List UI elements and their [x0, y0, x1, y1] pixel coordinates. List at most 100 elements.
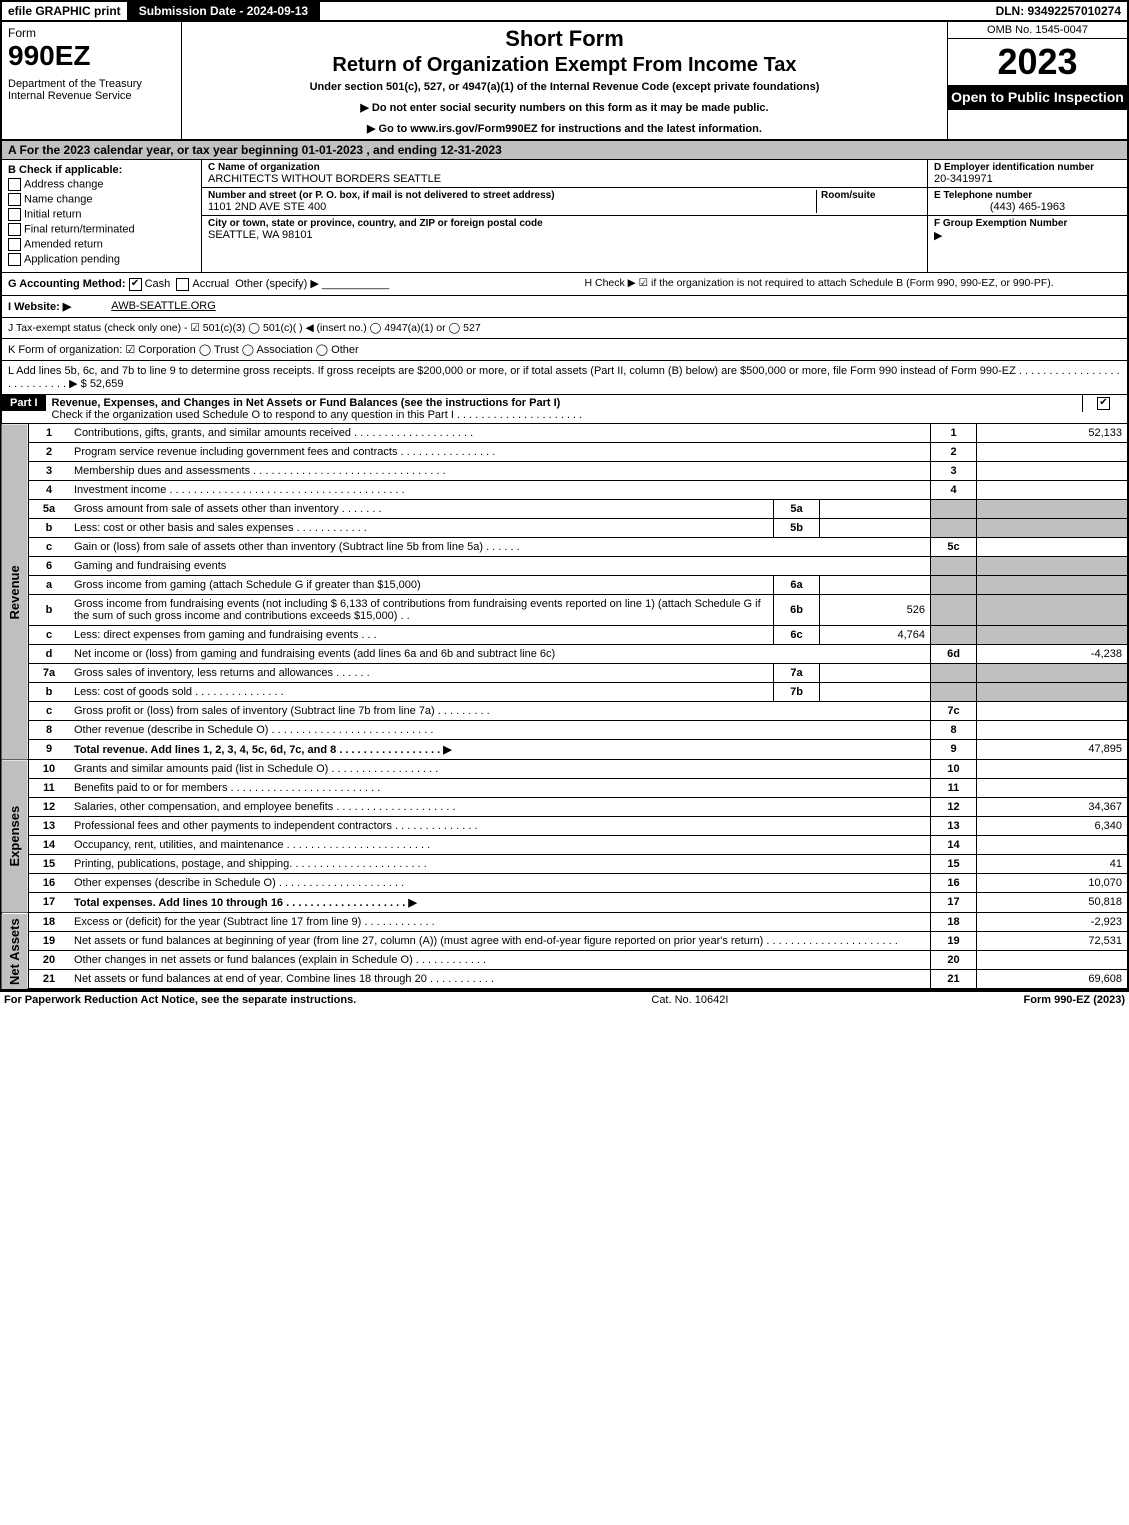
amount-shaded [977, 594, 1129, 625]
line-description: Gross profit or (loss) from sales of inv… [69, 701, 931, 720]
opt-cash: Cash [145, 278, 171, 290]
line-amount [977, 442, 1129, 461]
checkbox-name-change[interactable] [8, 193, 21, 206]
line-ref: 9 [931, 739, 977, 759]
part-i-sub: Check if the organization used Schedule … [52, 409, 583, 421]
footer-left: For Paperwork Reduction Act Notice, see … [4, 994, 356, 1006]
sub-line-value [820, 518, 931, 537]
website-label: I Website: ▶ [8, 300, 71, 313]
line-ref-shaded [931, 682, 977, 701]
footer-cat: Cat. No. 10642I [356, 994, 1023, 1006]
checkbox-schedule-o[interactable] [1097, 397, 1110, 410]
section-label: Expenses [1, 760, 29, 913]
line-description: Net assets or fund balances at beginning… [69, 931, 931, 950]
line-amount [977, 760, 1129, 779]
sub-line-value: 4,764 [820, 625, 931, 644]
section-label: Revenue [1, 424, 29, 760]
line-k: K Form of organization: ☑ Corporation ◯ … [0, 339, 1129, 361]
opt-accrual: Accrual [192, 278, 229, 290]
sub-line-number: 5a [774, 499, 820, 518]
line-ref: 2 [931, 442, 977, 461]
checkbox-accrual[interactable] [176, 278, 189, 291]
line-ref: 15 [931, 854, 977, 873]
sub-line-value [820, 663, 931, 682]
checkbox-address-change[interactable] [8, 178, 21, 191]
line-ref: 8 [931, 720, 977, 739]
line-ref-shaded [931, 594, 977, 625]
line-g-h: G Accounting Method: Cash Accrual Other … [0, 273, 1129, 296]
omb-number: OMB No. 1545-0047 [948, 22, 1127, 39]
org-city: SEATTLE, WA 98101 [208, 229, 921, 241]
efile-label[interactable]: efile GRAPHIC print [2, 2, 129, 20]
line-ref: 21 [931, 969, 977, 989]
line-ref: 4 [931, 480, 977, 499]
line-ref: 16 [931, 873, 977, 892]
line-ref-shaded [931, 499, 977, 518]
header-center: Short Form Return of Organization Exempt… [182, 22, 947, 139]
line-ref: 6d [931, 644, 977, 663]
part-i-title: Revenue, Expenses, and Changes in Net As… [52, 397, 561, 409]
line-description: Gaming and fundraising events [69, 556, 931, 575]
line-number: 14 [29, 835, 70, 854]
website-value[interactable]: AWB-SEATTLE.ORG [111, 300, 216, 313]
opt-name-change: Name change [24, 193, 93, 205]
amount-shaded [977, 499, 1129, 518]
line-number: 2 [29, 442, 70, 461]
checkbox-application-pending[interactable] [8, 253, 21, 266]
line-amount: 41 [977, 854, 1129, 873]
tax-year: 2023 [948, 39, 1127, 85]
checkbox-final-return[interactable] [8, 223, 21, 236]
line-number: 11 [29, 778, 70, 797]
line-amount [977, 835, 1129, 854]
checkbox-initial-return[interactable] [8, 208, 21, 221]
addr-label: Number and street (or P. O. box, if mail… [208, 190, 816, 201]
checkbox-amended-return[interactable] [8, 238, 21, 251]
line-ref: 17 [931, 892, 977, 912]
room-label: Room/suite [821, 190, 921, 201]
accounting-method-label: G Accounting Method: [8, 278, 126, 290]
checkbox-cash[interactable] [129, 278, 142, 291]
line-description: Printing, publications, postage, and shi… [69, 854, 931, 873]
submission-date: Submission Date - 2024-09-13 [129, 2, 320, 20]
line-ref: 3 [931, 461, 977, 480]
line-number: 13 [29, 816, 70, 835]
org-address: 1101 2ND AVE STE 400 [208, 201, 816, 213]
sub-line-number: 5b [774, 518, 820, 537]
org-name: ARCHITECTS WITHOUT BORDERS SEATTLE [208, 173, 921, 185]
line-ref: 13 [931, 816, 977, 835]
phone-label: E Telephone number [934, 190, 1121, 201]
ssn-warning: Do not enter social security numbers on … [372, 102, 769, 114]
city-label: City or town, state or province, country… [208, 218, 921, 229]
line-number: 18 [29, 913, 70, 932]
line-number: c [29, 701, 70, 720]
part-i-label: Part I [2, 395, 46, 411]
sub-line-value [820, 682, 931, 701]
sub-line-value [820, 575, 931, 594]
line-number: 20 [29, 950, 70, 969]
line-description: Grants and similar amounts paid (list in… [69, 760, 931, 779]
line-description: Gross income from fundraising events (no… [69, 594, 774, 625]
line-description: Other changes in net assets or fund bala… [69, 950, 931, 969]
line-description: Total expenses. Add lines 10 through 16 … [69, 892, 931, 912]
header-left: Form 990EZ Department of the Treasury In… [2, 22, 182, 139]
line-ref: 10 [931, 760, 977, 779]
line-number: 4 [29, 480, 70, 499]
line-number: c [29, 537, 70, 556]
line-amount [977, 778, 1129, 797]
line-amount: 50,818 [977, 892, 1129, 912]
line-number: 19 [29, 931, 70, 950]
line-ref: 18 [931, 913, 977, 932]
org-name-label: C Name of organization [208, 162, 921, 173]
instructions-link[interactable]: Go to www.irs.gov/Form990EZ for instruct… [379, 123, 762, 135]
line-description: Excess or (deficit) for the year (Subtra… [69, 913, 931, 932]
line-number: b [29, 518, 70, 537]
line-amount [977, 537, 1129, 556]
section-def: D Employer identification number 20-3419… [927, 160, 1127, 272]
line-ref: 14 [931, 835, 977, 854]
line-amount: 72,531 [977, 931, 1129, 950]
top-bar: efile GRAPHIC print Submission Date - 20… [0, 0, 1129, 22]
line-number: 17 [29, 892, 70, 912]
phone-value: (443) 465-1963 [934, 201, 1121, 213]
part-i-header: Part I Revenue, Expenses, and Changes in… [0, 395, 1129, 424]
opt-application-pending: Application pending [24, 253, 120, 265]
